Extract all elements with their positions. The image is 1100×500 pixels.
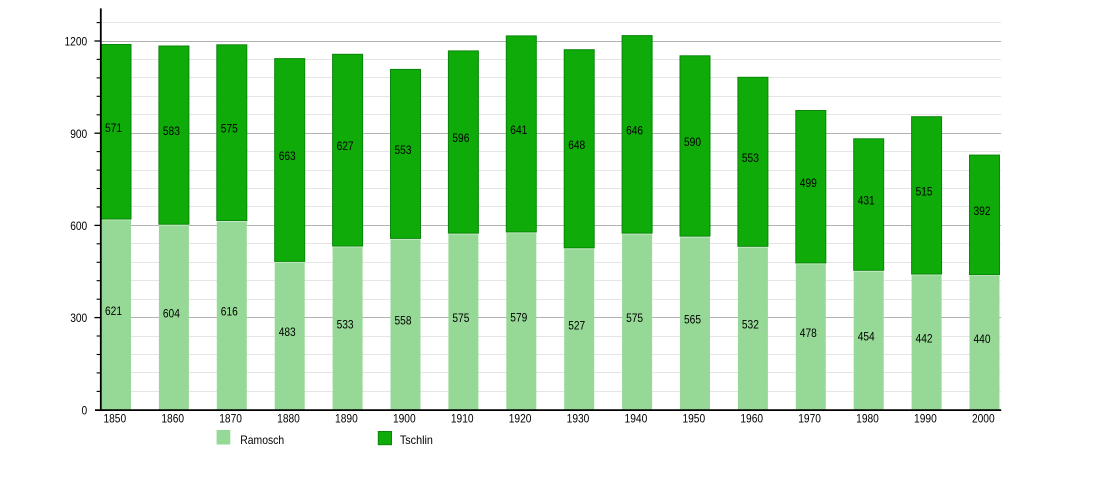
svg-text:596: 596 (452, 131, 469, 145)
svg-text:575: 575 (221, 122, 238, 136)
svg-text:1860: 1860 (161, 411, 184, 425)
svg-text:616: 616 (221, 305, 238, 319)
svg-text:Tschlin: Tschlin (400, 433, 433, 447)
svg-text:583: 583 (163, 124, 180, 138)
svg-text:558: 558 (395, 314, 412, 328)
svg-text:478: 478 (800, 326, 817, 340)
svg-text:392: 392 (974, 204, 991, 218)
svg-text:1950: 1950 (682, 411, 705, 425)
svg-text:565: 565 (684, 313, 701, 327)
svg-text:663: 663 (279, 149, 296, 163)
svg-text:2000: 2000 (972, 411, 995, 425)
svg-text:648: 648 (568, 138, 585, 152)
svg-text:575: 575 (626, 311, 643, 325)
svg-text:1910: 1910 (451, 411, 474, 425)
svg-text:1920: 1920 (509, 411, 532, 425)
svg-text:553: 553 (395, 143, 412, 157)
svg-text:590: 590 (684, 135, 701, 149)
svg-text:Ramosch: Ramosch (240, 433, 284, 447)
svg-text:0: 0 (82, 403, 88, 417)
svg-text:515: 515 (916, 184, 933, 198)
svg-text:646: 646 (626, 123, 643, 137)
svg-text:1850: 1850 (103, 411, 126, 425)
svg-text:641: 641 (510, 123, 527, 137)
svg-text:300: 300 (70, 311, 87, 325)
svg-text:553: 553 (742, 151, 759, 165)
svg-text:1880: 1880 (277, 411, 300, 425)
svg-text:900: 900 (70, 127, 87, 141)
svg-text:499: 499 (800, 176, 817, 190)
svg-text:440: 440 (974, 332, 991, 346)
svg-text:579: 579 (510, 310, 527, 324)
svg-text:575: 575 (452, 311, 469, 325)
svg-text:627: 627 (337, 139, 354, 153)
svg-text:1980: 1980 (856, 411, 879, 425)
svg-text:1890: 1890 (335, 411, 358, 425)
svg-text:1900: 1900 (393, 411, 416, 425)
svg-text:1200: 1200 (65, 35, 88, 49)
svg-text:483: 483 (279, 325, 296, 339)
svg-text:1930: 1930 (567, 411, 590, 425)
svg-text:527: 527 (568, 318, 585, 332)
svg-text:1940: 1940 (625, 411, 648, 425)
svg-text:621: 621 (105, 304, 122, 318)
svg-text:532: 532 (742, 318, 759, 332)
svg-text:454: 454 (858, 330, 875, 344)
svg-text:533: 533 (337, 318, 354, 332)
svg-text:1990: 1990 (914, 411, 937, 425)
svg-text:1960: 1960 (740, 411, 763, 425)
svg-text:600: 600 (70, 219, 87, 233)
svg-text:431: 431 (858, 194, 875, 208)
svg-text:1870: 1870 (219, 411, 242, 425)
svg-text:1970: 1970 (798, 411, 821, 425)
svg-text:604: 604 (163, 307, 180, 321)
svg-text:442: 442 (916, 332, 933, 346)
svg-text:571: 571 (105, 121, 122, 135)
